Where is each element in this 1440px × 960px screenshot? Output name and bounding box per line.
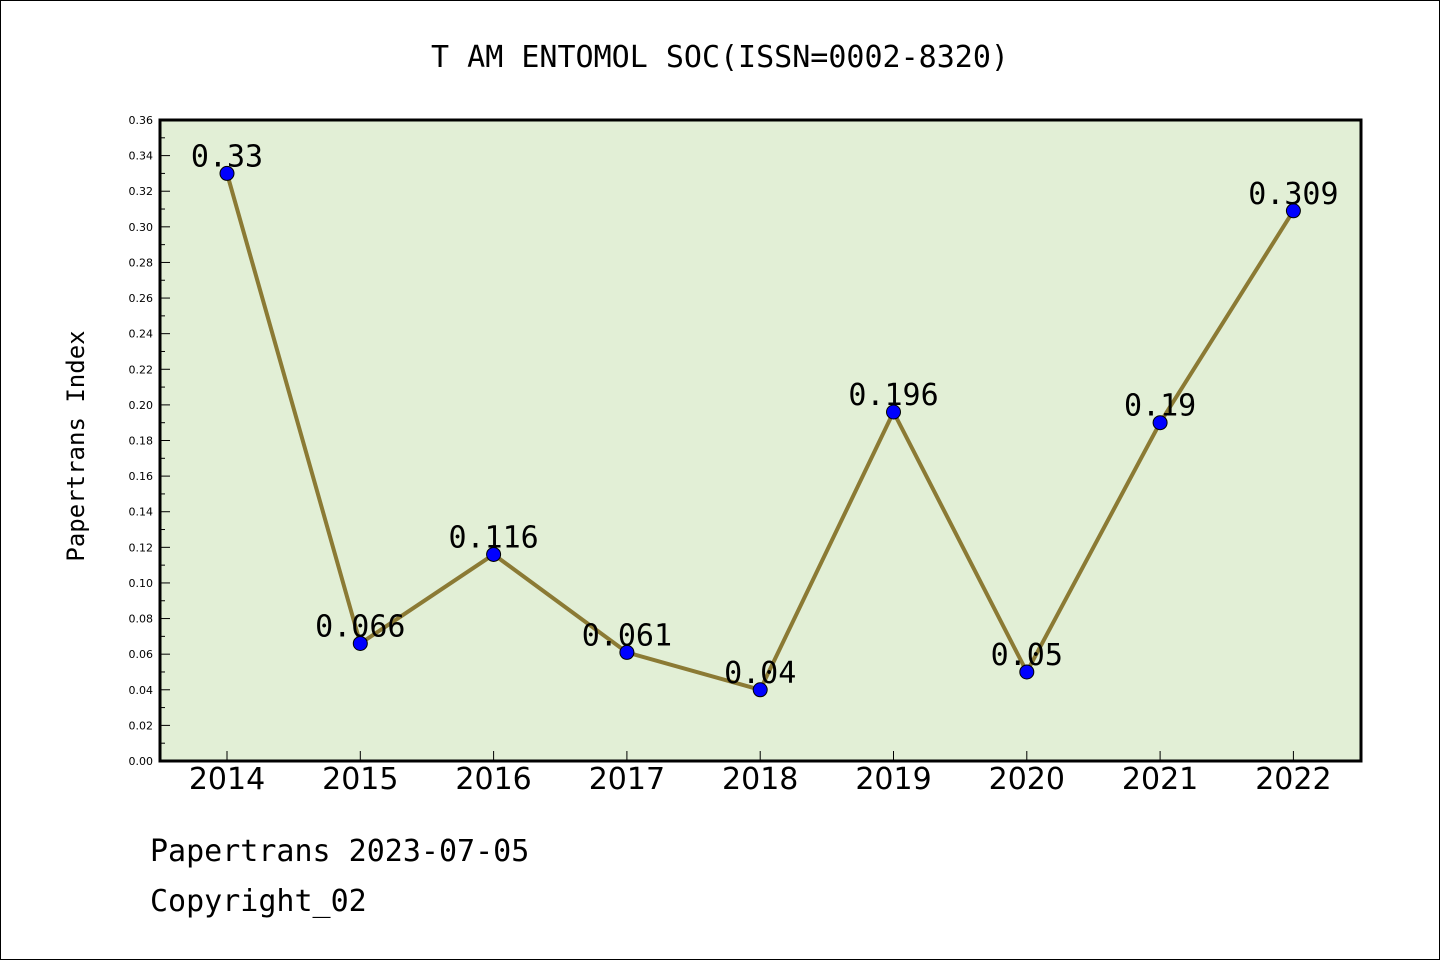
data-point	[352, 635, 368, 651]
y-tick-label: 0.14	[129, 506, 154, 519]
y-tick-label: 0.34	[129, 150, 154, 163]
plot-area	[158, 118, 1363, 763]
y-tick-label: 0.02	[129, 719, 154, 732]
data-point	[486, 546, 502, 562]
data-point	[1019, 664, 1035, 680]
y-tick-label: 0.12	[129, 541, 154, 554]
y-tick-label: 0.16	[129, 470, 154, 483]
x-axis-ticks: 2014 2015 2016 2017 2018 2019 2020 2021 2022	[189, 751, 1332, 797]
x-tick-label: 2015	[322, 762, 398, 797]
x-tick-label: 2017	[589, 762, 665, 797]
data-label: 0.19	[1124, 389, 1196, 424]
y-tick-label: 0.06	[129, 648, 154, 661]
data-label: 0.05	[991, 638, 1063, 673]
data-label: 0.33	[191, 139, 263, 174]
data-label: 0.04	[724, 656, 796, 691]
x-tick-label: 2021	[1122, 762, 1198, 797]
y-tick-label: 0.18	[129, 435, 154, 448]
y-axis-ticks: 0.00 0.02 0.04 0.06 0.08 0.10 0.12 0.14 0.16 0.18…	[129, 114, 170, 768]
x-tick-label: 2016	[455, 762, 531, 797]
x-tick-label: 2020	[989, 762, 1065, 797]
data-label: 0.196	[848, 378, 938, 413]
footer-date: Papertrans 2023-07-05	[150, 834, 530, 869]
y-tick-label: 0.32	[129, 185, 154, 198]
x-tick-label: 2022	[1255, 762, 1331, 797]
footer-copyright: Copyright_02	[150, 884, 367, 919]
y-tick-label: 0.20	[129, 399, 154, 412]
y-tick-label: 0.28	[129, 256, 154, 269]
y-tick-label: 0.10	[129, 577, 154, 590]
data-point	[886, 404, 901, 420]
data-labels: 0.33 0.066 0.116 0.061 0.04 0.196 0.05 0.19 0.30…	[191, 139, 1339, 690]
x-tick-label: 2014	[189, 762, 265, 797]
data-point	[219, 165, 235, 181]
y-tick-label: 0.00	[129, 755, 154, 768]
data-label: 0.116	[448, 520, 538, 555]
data-markers	[219, 165, 1301, 698]
y-tick-label: 0.30	[129, 221, 154, 234]
y-tick-label: 0.26	[129, 292, 154, 305]
data-point	[1285, 203, 1301, 219]
data-point	[1152, 415, 1168, 431]
y-tick-label: 0.22	[129, 363, 154, 376]
data-label: 0.309	[1248, 177, 1338, 212]
data-label: 0.066	[315, 609, 405, 644]
data-point	[752, 682, 768, 698]
chart-title: T AM ENTOMOL SOC(ISSN=0002-8320)	[431, 40, 1009, 75]
x-tick-label: 2019	[855, 762, 931, 797]
x-tick-label: 2018	[722, 762, 798, 797]
y-tick-label: 0.08	[129, 613, 154, 626]
y-tick-label: 0.04	[129, 684, 154, 697]
data-point	[619, 644, 635, 660]
y-tick-label: 0.24	[129, 328, 154, 341]
data-label: 0.061	[582, 618, 672, 653]
y-axis-label: Papertrans Index	[62, 330, 90, 561]
y-tick-label: 0.36	[129, 114, 154, 127]
